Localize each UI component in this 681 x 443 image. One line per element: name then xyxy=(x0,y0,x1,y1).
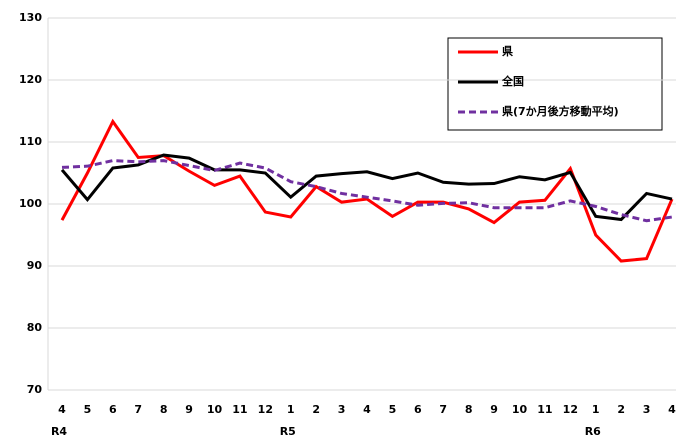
x-tick-label: 10 xyxy=(512,403,528,416)
x-tick-label: 10 xyxy=(207,403,223,416)
x-tick-label: 11 xyxy=(537,403,552,416)
series-line xyxy=(60,153,673,222)
x-tick-label: 5 xyxy=(389,403,397,416)
x-tick-label: 4 xyxy=(668,403,676,416)
year-label: R6 xyxy=(585,425,601,438)
legend-label: 全国 xyxy=(501,74,524,88)
x-tick-label: 6 xyxy=(414,403,422,416)
year-label: R5 xyxy=(280,425,296,438)
x-tick-label: 12 xyxy=(563,403,578,416)
y-tick-label: 110 xyxy=(19,135,42,148)
x-tick-label: 2 xyxy=(617,403,625,416)
x-tick-label: 3 xyxy=(643,403,651,416)
legend-label: 県(7か月後方移動平均) xyxy=(502,104,619,118)
y-tick-label: 120 xyxy=(19,73,42,86)
x-tick-label: 9 xyxy=(490,403,498,416)
x-tick-label: 4 xyxy=(58,403,66,416)
x-tick-label: 2 xyxy=(312,403,320,416)
x-tick-label: 7 xyxy=(439,403,447,416)
x-tick-label: 5 xyxy=(84,403,92,416)
y-tick-label: 70 xyxy=(27,383,43,396)
x-tick-label: 8 xyxy=(160,403,168,416)
x-tick-label: 3 xyxy=(338,403,346,416)
series-line xyxy=(61,159,673,223)
x-tick-label: 9 xyxy=(185,403,193,416)
y-tick-label: 80 xyxy=(27,321,43,334)
y-tick-label: 100 xyxy=(19,197,42,210)
y-tick-label: 90 xyxy=(27,259,43,272)
x-tick-label: 12 xyxy=(258,403,273,416)
x-tick-label: 1 xyxy=(287,403,295,416)
year-label: R4 xyxy=(51,425,67,438)
y-tick-label: 130 xyxy=(19,11,42,24)
x-tick-label: 8 xyxy=(465,403,473,416)
x-tick-label: 7 xyxy=(134,403,142,416)
x-tick-label: 1 xyxy=(592,403,600,416)
x-tick-label: 6 xyxy=(109,403,117,416)
x-tick-label: 11 xyxy=(232,403,247,416)
x-tick-label: 4 xyxy=(363,403,371,416)
legend-label: 県 xyxy=(502,45,513,58)
